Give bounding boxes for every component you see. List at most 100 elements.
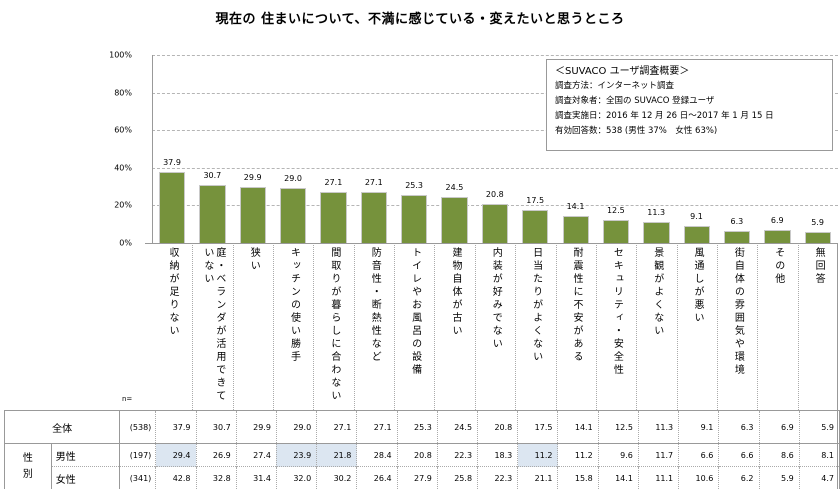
survey-target: 調査対象者：全国の SUVACO 登録ユーザ [555,96,715,106]
survey-method: 調査方法：インターネット調査 [555,81,675,91]
category-label: 間取りが暮らしに合わない [313,245,353,410]
table-cell: 27.9 [396,466,438,489]
table-cell: 32.8 [195,466,237,489]
bar-value-label: 12.5 [606,205,625,215]
bar-value-label: 24.5 [445,182,464,192]
table-cell: 30.7 [195,410,237,444]
row-label: 女性 [50,466,120,489]
bar [522,210,549,243]
table-cell: 21.8 [316,443,357,467]
y-axis-line [152,55,153,243]
table-cell: 11.2 [557,443,599,467]
bar [683,225,710,243]
category-label-text: セキュリティ・安全性 [611,247,623,377]
y-tick-label: 60% [114,125,132,135]
gridline [152,92,838,94]
category-label-text: キッチンの使い勝手 [288,247,300,364]
gridline [152,55,838,56]
table-cell: 37.9 [155,410,196,444]
category-label-text: トイレやお風呂の設備 [409,247,421,377]
bar [481,203,509,243]
table-cell: 27.1 [316,410,357,444]
table-cell: 12.5 [597,410,639,444]
table-row-female: 女性 (341) 42.8 32.8 31.4 32.0 30.2 26.4 27.9 25.8 2… [5,466,840,489]
table-cell: 20.8 [396,443,438,467]
category-label: 風通しが悪い [676,245,717,410]
bar [602,219,630,243]
category-label-text: 収納が足りない [167,247,178,338]
bar [562,216,589,243]
x-axis-line [145,243,838,244]
bar [199,185,226,243]
table-cell: 9.1 [678,410,719,444]
survey-summary-heading: ＜SUVACO ユーザ調査概要＞ [555,66,690,77]
table-cell: 6.9 [758,410,800,444]
bar-value-label: 17.5 [526,196,545,206]
bar-value-label: 6.3 [730,217,744,227]
table-cell: 5.9 [798,410,840,444]
bar-value-label: 37.9 [163,157,181,167]
survey-summary-box: ＜SUVACO ユーザ調査概要＞ 調査方法：インターネット調査 調査対象者：全国… [546,59,833,151]
category-label-text: 景観がよくない [651,247,663,338]
table-cell: 27.1 [356,410,398,444]
category-label-text: 防音性・断熱性など [369,247,381,364]
bar-value-label: 27.1 [324,178,343,188]
category-label-text: 建物自体が古い [449,247,461,338]
category-label: キッチンの使い勝手 [273,245,313,410]
chart-title: 現在の 住まいについて、不満に感じている・変えたいと思うところ [215,12,625,27]
table-cell: 8.1 [798,443,840,467]
category-label: 日当たりがよくない [515,245,555,410]
survey-date: 調査実施日：2016 年 12 月 26 日～2017 年 1 月 15 日 [555,111,774,121]
category-label-text: 街自体の雰囲気や環境 [732,247,744,377]
bar [280,188,307,243]
category-label-text: 内装が好みでない [490,247,502,351]
table-cell: 27.4 [235,443,277,467]
gender-group-label: 性別 [4,443,52,489]
category-label-text: 狭い [248,247,260,273]
category-label: トイレやお風呂の設備 [394,245,434,410]
table-cell: 9.6 [597,443,639,467]
category-label: 無回答 [797,245,838,410]
category-label: 防音性・断熱性など [353,245,394,410]
chart-right-border [837,243,838,489]
category-label-text: 庭・ベランダが活用できていない [201,247,225,403]
table-cell: 14.1 [597,466,639,489]
table-cell: 26.9 [195,443,237,467]
n-header: n= [122,395,133,403]
category-label: 建物自体が古い [434,245,474,410]
table-cell: 11.3 [637,410,679,444]
category-label: 景観がよくない [636,245,676,410]
table-cell: 21.1 [517,466,558,489]
sample-size: (197) [119,443,156,467]
table-cell: 15.8 [557,466,599,489]
sample-size: (341) [119,466,156,489]
category-label-text: 間取りが暮らしに合わない [328,247,340,403]
y-tick-label: 0% [119,238,132,248]
category-label-text: 無回答 [813,247,825,286]
bar-value-label: 9.1 [690,211,703,221]
table-cell: 42.8 [155,466,196,489]
table-cell: 20.8 [477,410,518,444]
gridline [152,167,838,169]
table-cell: 29.0 [275,410,317,444]
table-cell: 29.4 [155,443,196,467]
row-label: 男性 [50,443,120,467]
table-cell: 6.6 [718,443,760,467]
table-cell: 5.9 [758,466,800,489]
category-label-text: 耐震性に不安がある [571,247,582,364]
category-label: セキュリティ・安全性 [595,245,636,410]
table-cell: 18.3 [477,443,518,467]
category-label: その他 [757,245,797,410]
table-cell: 11.7 [637,443,679,467]
bar-value-label: 11.3 [647,207,666,217]
table-cell: 4.7 [798,466,840,489]
survey-responses: 有効回答数：538 (男性 37% 女性 63%) [555,126,718,136]
bar-value-label: 20.8 [485,189,504,199]
table-cell: 31.4 [235,466,277,489]
bar-value-label: 6.9 [770,216,784,226]
table-cell: 22.3 [477,466,518,489]
table-cell: 30.2 [316,466,357,489]
table-cell: 11.2 [517,443,558,467]
table-cell: 29.9 [235,410,277,444]
y-tick-label: 40% [114,163,132,173]
